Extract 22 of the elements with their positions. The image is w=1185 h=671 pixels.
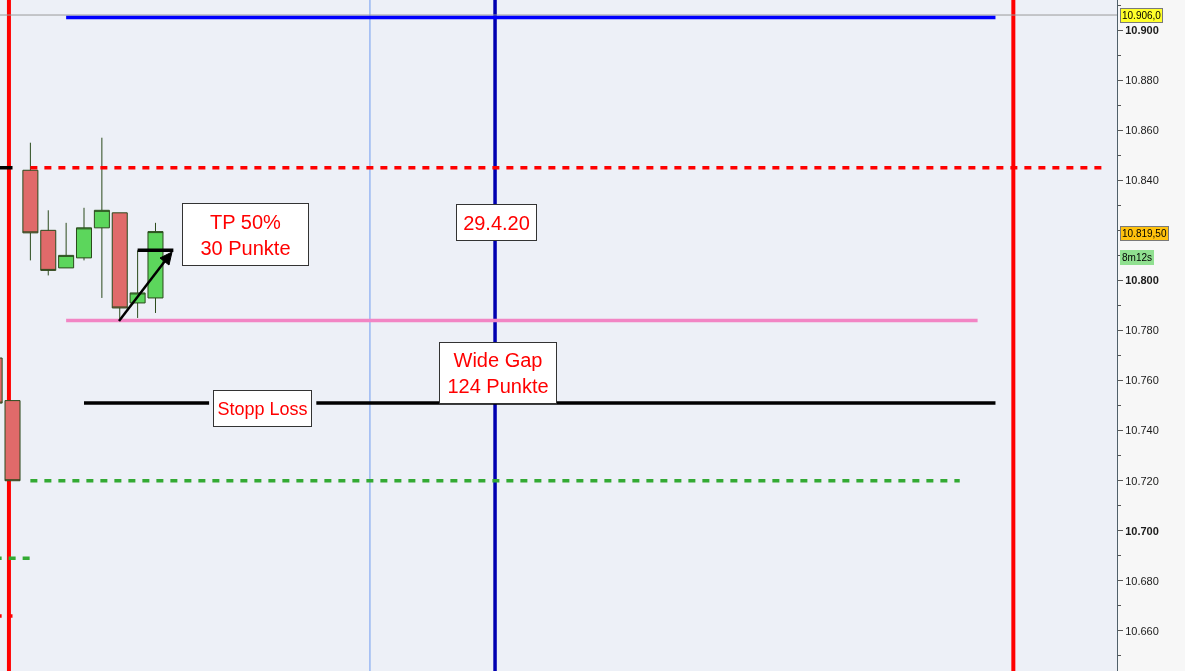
y-tick-label: 10.660 <box>1125 624 1159 637</box>
y-tick-label: 10.880 <box>1125 73 1159 86</box>
y-tick-label: 10.800 <box>1125 274 1159 287</box>
y-tick-label: 10.720 <box>1125 474 1159 487</box>
text: 10.819,50 <box>1122 228 1167 239</box>
annotation: Stopp Loss <box>217 398 308 419</box>
y-tick-label: 10.700 <box>1125 524 1159 537</box>
y-tick-label: 10.860 <box>1125 124 1159 137</box>
annotation: Wide Gap 124 Punkte <box>447 349 549 397</box>
y-tick-label: 10.900 <box>1125 23 1159 36</box>
y-tick-label: 10.740 <box>1125 424 1159 437</box>
annotation: TP 50% 30 Punkte <box>200 210 291 259</box>
candlestick <box>75 207 92 261</box>
ref-line-label: 10.906,0 <box>1122 10 1162 21</box>
candlestick <box>58 222 75 269</box>
y-tick-label: 10.780 <box>1125 324 1159 337</box>
y-tick-label: 10.760 <box>1125 374 1159 387</box>
text: 8m12s <box>1122 252 1153 263</box>
annotation: 29.4.20 <box>463 211 530 234</box>
y-tick-label: 10.680 <box>1125 574 1159 587</box>
y-tick-label: 10.840 <box>1125 174 1159 187</box>
candlestick <box>93 137 110 299</box>
